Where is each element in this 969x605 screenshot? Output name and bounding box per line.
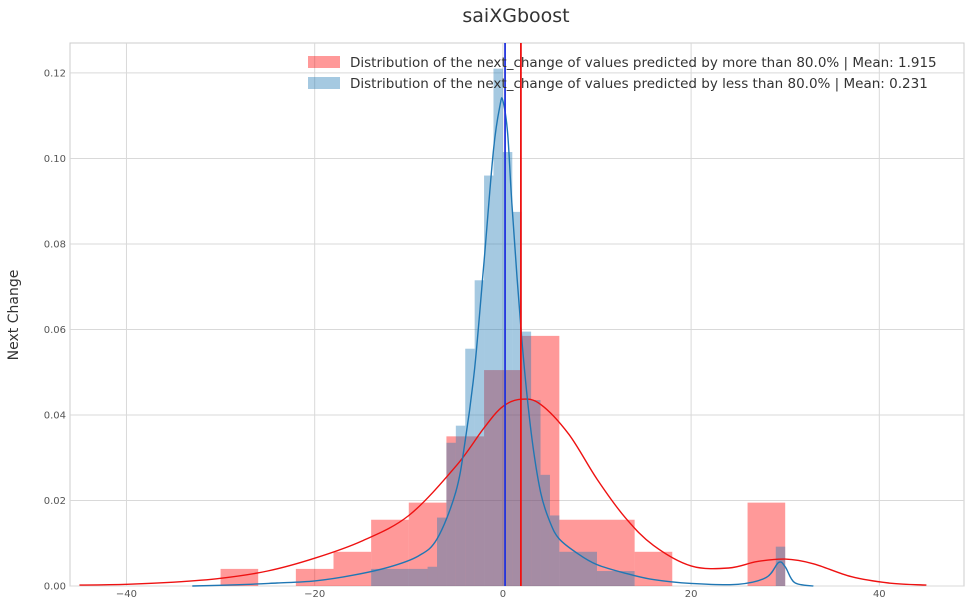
grid xyxy=(70,43,964,587)
histogram-bar xyxy=(446,442,456,586)
red-histogram xyxy=(220,335,786,586)
histogram-bar xyxy=(408,502,447,586)
x-tick-label: −40 xyxy=(116,589,137,600)
chart-title: saiXGboost xyxy=(462,5,569,27)
legend-label: Distribution of the next_change of value… xyxy=(350,76,928,92)
histogram-bar xyxy=(775,546,786,586)
histogram-bar xyxy=(371,519,409,586)
histogram-bar xyxy=(455,425,466,586)
histogram-bar xyxy=(493,68,503,586)
mean-lines xyxy=(504,43,522,586)
histogram-bar xyxy=(437,517,447,586)
histogram-bar xyxy=(427,566,438,586)
kde-lines xyxy=(79,97,927,587)
legend-label: Distribution of the next_change of value… xyxy=(350,55,937,71)
kde-line-blue xyxy=(192,97,814,587)
y-tick-label: 0.06 xyxy=(44,325,66,336)
y-tick-label: 0.04 xyxy=(44,410,66,421)
kde-line-red xyxy=(79,398,927,586)
y-tick-label: 0.08 xyxy=(44,239,66,250)
legend-swatch xyxy=(308,77,340,89)
x-tick-label: 40 xyxy=(873,589,886,600)
histogram-bar xyxy=(540,474,550,586)
histogram-bar xyxy=(559,519,597,586)
histogram-bar xyxy=(559,551,597,586)
histogram-bar xyxy=(220,568,259,586)
histogram-bar xyxy=(484,175,494,586)
y-axis-label: Next Change xyxy=(6,270,22,361)
y-tick-label: 0.12 xyxy=(44,68,66,79)
histogram-bar xyxy=(333,551,372,586)
histogram-bar xyxy=(747,502,786,586)
y-tick-label: 0.00 xyxy=(44,582,66,593)
histogram-bar xyxy=(295,568,334,586)
legend-swatch xyxy=(308,56,340,68)
histogram-bar xyxy=(502,152,513,586)
histogram-bar xyxy=(371,568,428,586)
x-tick-label: −20 xyxy=(304,589,325,600)
x-tick-label: 20 xyxy=(685,589,698,600)
y-tick-label: 0.10 xyxy=(44,154,66,165)
y-tick-label: 0.02 xyxy=(44,496,66,507)
histogram-bar xyxy=(465,348,475,586)
axis-ticks: −40 −20 0 20 40 0.00 0.02 0.04 0.06 0.08 0.10 0.12 xyxy=(44,68,886,600)
plot-area xyxy=(69,42,965,587)
histogram-bar xyxy=(596,571,635,586)
histogram-bar xyxy=(596,519,635,586)
legend: Distribution of the next_change of value… xyxy=(308,55,937,92)
histogram-bar xyxy=(549,515,560,586)
histogram-bar xyxy=(512,211,522,586)
histogram-bar xyxy=(521,335,560,586)
x-tick-label: 0 xyxy=(500,589,506,600)
histogram-bar xyxy=(531,400,541,586)
histogram-bar xyxy=(521,331,532,586)
histogram-bar xyxy=(446,436,485,586)
